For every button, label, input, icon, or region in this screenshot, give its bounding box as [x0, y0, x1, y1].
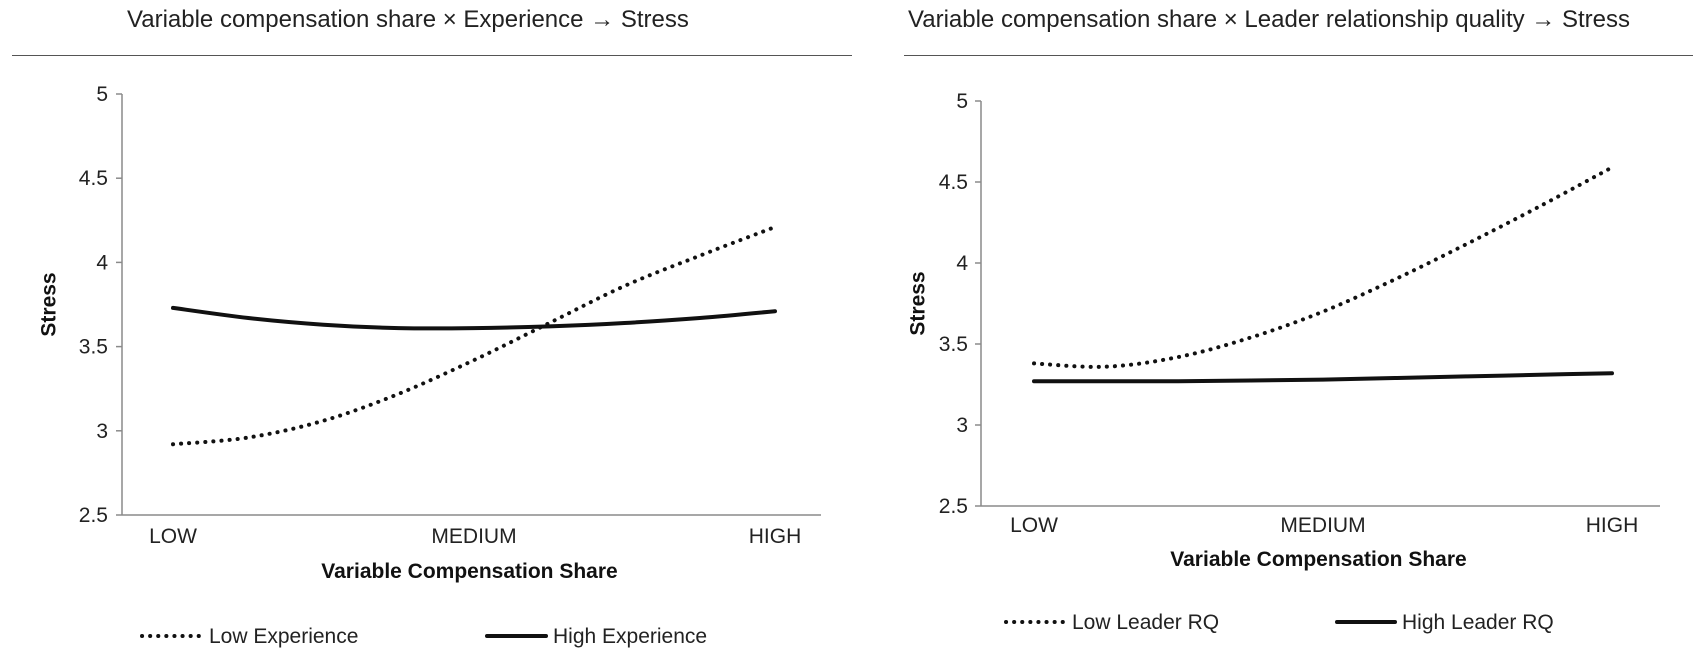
y-tick-label: 4.5 — [79, 167, 108, 190]
line-chart-experience: 2.5 3 3.5 4 4.5 5 LOW MEDIUM HIGH Variable Compen… — [38, 83, 821, 648]
legend-label: High Leader RQ — [1402, 611, 1554, 634]
x-category-label: LOW — [1010, 514, 1058, 537]
series-line-high-experience — [171, 305, 777, 331]
series-line-low-leader-rq — [1032, 165, 1614, 369]
y-tick-label: 3 — [96, 420, 108, 443]
chart-title: Variable compensation share × Leader rel… — [908, 6, 1630, 33]
legend-label: Low Leader RQ — [1072, 611, 1219, 634]
line-chart-leader-rq: 2.5 3 3.5 4 4.5 5 LOW MEDIUM HIGH Variable Compen… — [907, 90, 1660, 634]
x-category-label: MEDIUM — [1280, 514, 1365, 537]
title-divider — [12, 55, 852, 56]
series-line-low-experience — [171, 225, 777, 447]
title-divider — [904, 55, 1693, 56]
y-tick-label: 3.5 — [79, 336, 108, 359]
y-tick-label: 4.5 — [939, 171, 968, 194]
y-axis-title: Stress — [907, 271, 930, 335]
chart-panel-leader-rq: Variable compensation share × Leader rel… — [900, 0, 1697, 652]
y-tick-label: 5 — [96, 83, 108, 106]
y-tick-label: 3 — [956, 414, 968, 437]
x-category-label: MEDIUM — [431, 525, 516, 548]
legend-label: Low Experience — [209, 625, 358, 648]
chart-panel-experience: Variable compensation share × Experience… — [12, 6, 852, 648]
legend-label: High Experience — [553, 625, 707, 648]
y-tick-label: 2.5 — [79, 504, 108, 527]
series-line-high-leader-rq — [1032, 371, 1614, 384]
y-tick-label: 5 — [956, 90, 968, 113]
y-tick-label: 4 — [956, 252, 968, 275]
x-category-label: LOW — [149, 525, 197, 548]
y-tick-label: 2.5 — [939, 495, 968, 518]
x-category-label: HIGH — [749, 525, 802, 548]
y-tick-label: 3.5 — [939, 333, 968, 356]
x-axis-title: Variable Compensation Share — [1170, 548, 1466, 571]
y-tick-label: 4 — [96, 251, 108, 274]
y-axis-title: Stress — [38, 272, 61, 336]
chart-title: Variable compensation share × Experience… — [127, 6, 689, 33]
x-category-label: HIGH — [1586, 514, 1639, 537]
x-axis-title: Variable Compensation Share — [321, 560, 617, 583]
